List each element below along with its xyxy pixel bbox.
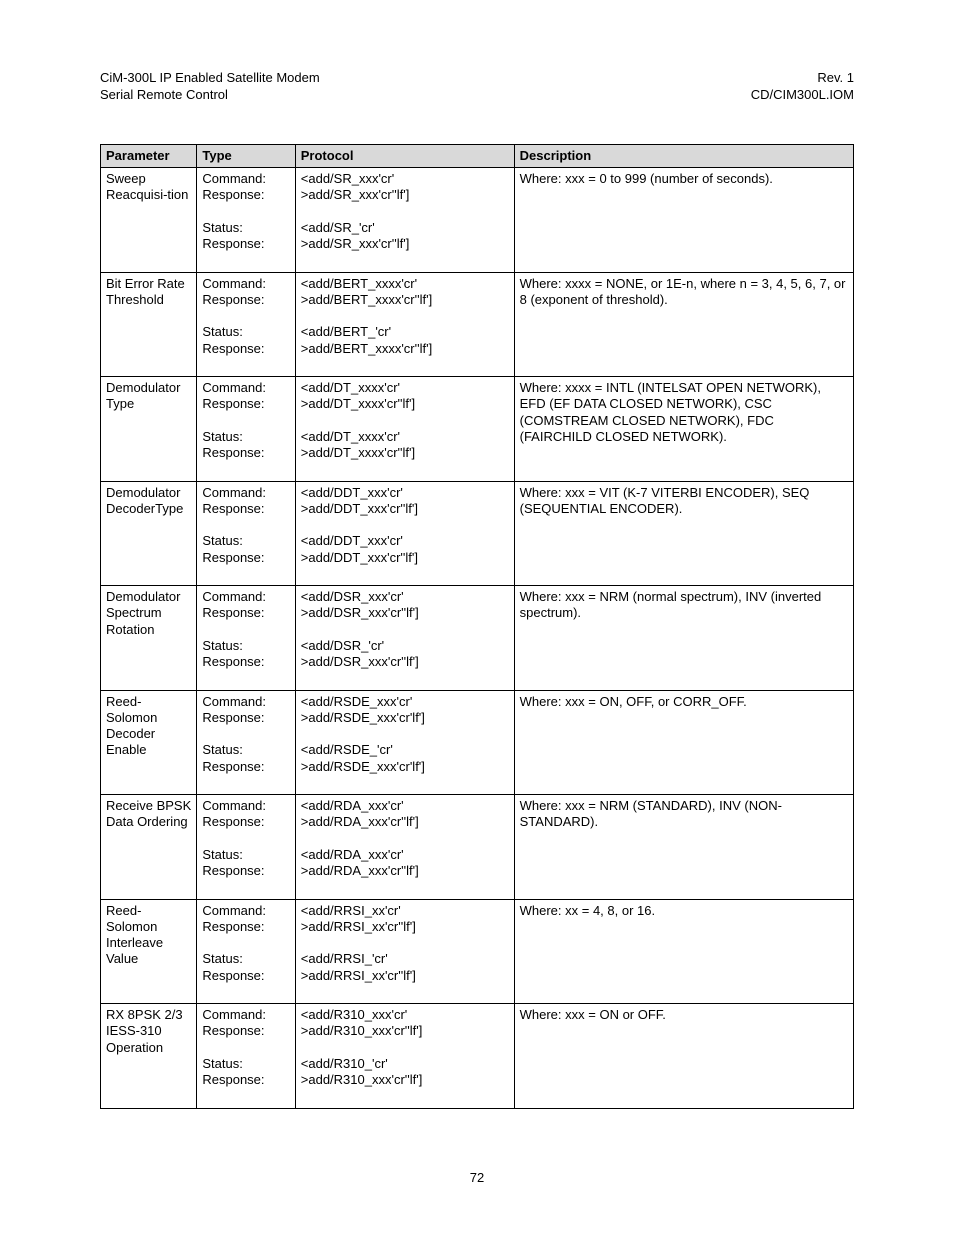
table-row: RX 8PSK 2/3 IESS-310 Operation Command:R…	[101, 1004, 854, 1109]
table-row: Reed-Solomon Decoder Enable Command:Resp…	[101, 690, 854, 795]
cell-description: Where: xxx = NRM (STANDARD), INV (NON-ST…	[514, 795, 853, 900]
col-header-description: Description	[514, 144, 853, 167]
cell-protocol: <add/BERT_xxxx'cr'>add/BERT_xxxx'cr''lf'…	[295, 272, 514, 377]
cell-type: Command:Response: Status:Response:	[197, 795, 295, 900]
cell-description: Where: xxx = NRM (normal spectrum), INV …	[514, 586, 853, 691]
cell-parameter: Receive BPSK Data Ordering	[101, 795, 197, 900]
col-header-parameter: Parameter	[101, 144, 197, 167]
table-row: Demodulator DecoderType Command:Response…	[101, 481, 854, 586]
cell-type: Command:Response: Status:Response:	[197, 899, 295, 1004]
table-row: Reed-Solomon Interleave Value Command:Re…	[101, 899, 854, 1004]
cell-description: Where: xxxx = NONE, or 1E-n, where n = 3…	[514, 272, 853, 377]
table-body: Sweep Reacquisi-tion Command:Response: S…	[101, 168, 854, 1109]
table-row: Receive BPSK Data Ordering Command:Respo…	[101, 795, 854, 900]
cell-protocol: <add/R310_xxx'cr'>add/R310_xxx'cr''lf'] …	[295, 1004, 514, 1109]
cell-description: Where: xxx = VIT (K-7 VITERBI ENCODER), …	[514, 481, 853, 586]
cell-protocol: <add/SR_xxx'cr'>add/SR_xxx'cr''lf'] <add…	[295, 168, 514, 273]
cell-protocol: <add/DDT_xxx'cr'>add/DDT_xxx'cr''lf'] <a…	[295, 481, 514, 586]
cell-parameter: Reed-Solomon Decoder Enable	[101, 690, 197, 795]
cell-type: Command:Response: Status:Response:	[197, 168, 295, 273]
cell-parameter: Demodulator DecoderType	[101, 481, 197, 586]
cell-description: Where: xxx = 0 to 999 (number of seconds…	[514, 168, 853, 273]
cell-parameter: Demodulator Spectrum Rotation	[101, 586, 197, 691]
cell-parameter: RX 8PSK 2/3 IESS-310 Operation	[101, 1004, 197, 1109]
cell-parameter: Reed-Solomon Interleave Value	[101, 899, 197, 1004]
cell-type: Command:Response: Status:Response:	[197, 1004, 295, 1109]
cell-protocol: <add/RSDE_xxx'cr'>add/RSDE_xxx'cr'lf'] <…	[295, 690, 514, 795]
cell-protocol: <add/RDA_xxx'cr'>add/RDA_xxx'cr''lf'] <a…	[295, 795, 514, 900]
cell-protocol: <add/DT_xxxx'cr'>add/DT_xxxx'cr''lf'] <a…	[295, 377, 514, 482]
cell-parameter: Demodulator Type	[101, 377, 197, 482]
col-header-type: Type	[197, 144, 295, 167]
table-row: Sweep Reacquisi-tion Command:Response: S…	[101, 168, 854, 273]
cell-type: Command:Response: Status:Response:	[197, 481, 295, 586]
header-right: Rev. 1 CD/CIM300L.IOM	[751, 70, 854, 104]
cell-parameter: Sweep Reacquisi-tion	[101, 168, 197, 273]
header-title-line2: Serial Remote Control	[100, 87, 320, 104]
header-left: CiM-300L IP Enabled Satellite Modem Seri…	[100, 70, 320, 104]
parameter-table: Parameter Type Protocol Description Swee…	[100, 144, 854, 1109]
table-row: Bit Error Rate Threshold Command:Respons…	[101, 272, 854, 377]
cell-type: Command:Response: Status:Response:	[197, 377, 295, 482]
table-row: Demodulator Spectrum Rotation Command:Re…	[101, 586, 854, 691]
cell-protocol: <add/RRSI_xx'cr'>add/RRSI_xx'cr''lf'] <a…	[295, 899, 514, 1004]
cell-description: Where: xxxx = INTL (INTELSAT OPEN NETWOR…	[514, 377, 853, 482]
cell-parameter: Bit Error Rate Threshold	[101, 272, 197, 377]
cell-description: Where: xxx = ON, OFF, or CORR_OFF.	[514, 690, 853, 795]
table-header-row: Parameter Type Protocol Description	[101, 144, 854, 167]
header-title-line1: CiM-300L IP Enabled Satellite Modem	[100, 70, 320, 87]
page-header: CiM-300L IP Enabled Satellite Modem Seri…	[100, 70, 854, 104]
header-rev: Rev. 1	[751, 70, 854, 87]
table-row: Demodulator Type Command:Response: Statu…	[101, 377, 854, 482]
cell-type: Command:Response: Status:Response:	[197, 586, 295, 691]
cell-type: Command:Response: Status:Response:	[197, 690, 295, 795]
document-page: CiM-300L IP Enabled Satellite Modem Seri…	[0, 0, 954, 1235]
cell-description: Where: xxx = ON or OFF.	[514, 1004, 853, 1109]
col-header-protocol: Protocol	[295, 144, 514, 167]
header-doc-id: CD/CIM300L.IOM	[751, 87, 854, 104]
page-number: 72	[0, 1170, 954, 1185]
cell-type: Command:Response: Status:Response:	[197, 272, 295, 377]
cell-protocol: <add/DSR_xxx'cr'>add/DSR_xxx'cr''lf'] <a…	[295, 586, 514, 691]
cell-description: Where: xx = 4, 8, or 16.	[514, 899, 853, 1004]
